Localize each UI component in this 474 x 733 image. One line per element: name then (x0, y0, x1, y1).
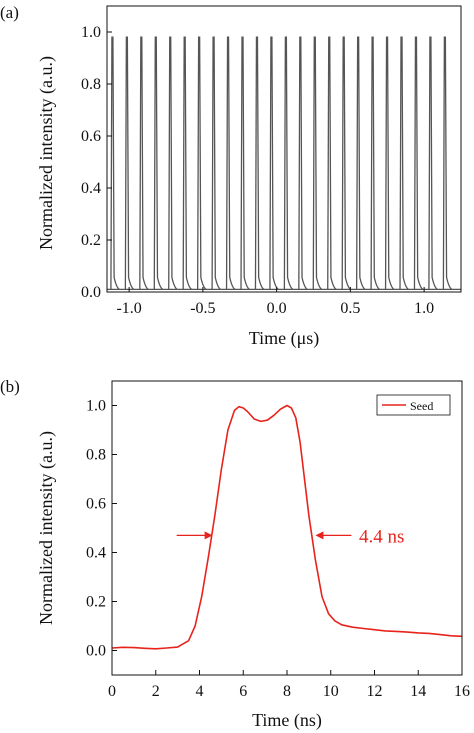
pulse (298, 36, 308, 290)
panel-b-label: (b) (0, 377, 20, 396)
pulse (442, 36, 453, 290)
pulse (327, 36, 337, 290)
pulse (428, 36, 438, 290)
panel-a-x-axis-label: Time (μs) (249, 328, 320, 349)
pulse (225, 36, 236, 290)
panel-b-y-axis: 0.0 0.2 0.4 0.6 0.8 1.0 (86, 398, 117, 660)
panel-a-x-axis: -1.0 -0.5 0.0 0.5 1.0 (116, 287, 434, 317)
panel-b-x-tick-label: 10 (323, 683, 339, 700)
panel-b-x-tick-label: 4 (196, 683, 204, 700)
pulse (168, 36, 178, 290)
panel-b-x-tick-label: 16 (454, 683, 470, 700)
panel-a-y-tick-label: 0.0 (81, 284, 101, 301)
panel-a-frame (106, 5, 462, 293)
pulse (399, 36, 409, 290)
panel-a-y-tick-label: 0.8 (81, 76, 101, 93)
pulse (413, 36, 424, 290)
pulse (312, 36, 323, 290)
panel-b-y-tick-label: 1.0 (86, 398, 106, 415)
panel-b-frame (111, 380, 463, 676)
pulse (370, 36, 380, 290)
legend-box (376, 394, 451, 416)
panel-b-x-tick-label: 12 (367, 683, 383, 700)
pulse (240, 36, 250, 290)
panel-a-x-tick-label: -0.5 (190, 300, 215, 317)
pulse (211, 36, 221, 290)
legend-label-seed: Seed (410, 399, 433, 413)
fwhm-arrowhead-right (315, 531, 324, 540)
pulse (355, 36, 366, 290)
panel-b-y-axis-label: Normalized intensity (a.u.) (36, 431, 57, 625)
panel-a-label: (a) (0, 3, 19, 22)
panel-a-y-tick-label: 0.4 (81, 180, 101, 197)
pulse (269, 36, 279, 290)
panel-b-x-tick-label: 8 (283, 683, 291, 700)
panel-a: (a) -1.0 -0.5 0.0 0.5 1.0 0.0 0.2 0.4 0.6 0.8 1.0… (0, 3, 462, 349)
panel-a-x-tick-label: 1.0 (414, 300, 434, 317)
panel-b-y-tick-label: 0.8 (86, 447, 106, 464)
panel-b-y-tick-label: 0.6 (86, 496, 106, 513)
fwhm-label: 4.4 ns (359, 526, 404, 547)
panel-a-x-tick-label: -1.0 (116, 300, 141, 317)
pulse (124, 36, 135, 290)
panel-b-x-tick-label: 6 (239, 683, 247, 700)
pulse (341, 36, 352, 290)
panel-a-y-tick-label: 0.6 (81, 128, 101, 145)
pulse (384, 36, 395, 290)
pulse (153, 36, 164, 290)
panel-a-y-axis-label: Normalized intensity (a.u.) (36, 56, 57, 250)
panel-a-x-tick-label: 0.0 (267, 300, 287, 317)
panel-b: (b) 0 2 4 6 8 10 12 14 16 0.0 0.2 0.4 0.6 0.8 1.0 See… (0, 377, 470, 731)
panel-b-y-tick-label: 0.4 (86, 545, 106, 562)
panel-b-x-axis-label: Time (ns) (252, 710, 322, 731)
fwhm-annotation: 4.4 ns (176, 526, 404, 547)
pulse (182, 36, 192, 290)
panel-a-y-tick-label: 0.2 (81, 232, 101, 249)
panel-a-y-axis: 0.0 0.2 0.4 0.6 0.8 1.0 (81, 24, 112, 301)
panel-b-x-axis: 0 2 4 6 8 10 12 14 16 (108, 670, 470, 700)
fwhm-arrowhead-left (204, 531, 213, 540)
panel-b-x-tick-label: 2 (152, 683, 160, 700)
series-line-seed (111, 404, 463, 650)
panel-b-series (111, 404, 463, 650)
panel-b-y-tick-label: 0.0 (86, 643, 106, 660)
panel-a-series (107, 36, 461, 290)
panel-a-y-tick-label: 1.0 (81, 24, 101, 41)
pulse (139, 36, 149, 290)
panel-b-x-tick-label: 14 (410, 683, 426, 700)
panel-b-x-tick-label: 0 (108, 683, 116, 700)
panel-b-y-tick-label: 0.2 (86, 594, 106, 611)
pulse (196, 36, 207, 290)
pulse (254, 36, 265, 290)
legend: Seed (376, 394, 451, 416)
pulse (110, 36, 120, 290)
panel-a-x-tick-label: 0.5 (340, 300, 360, 317)
pulse (283, 36, 294, 290)
